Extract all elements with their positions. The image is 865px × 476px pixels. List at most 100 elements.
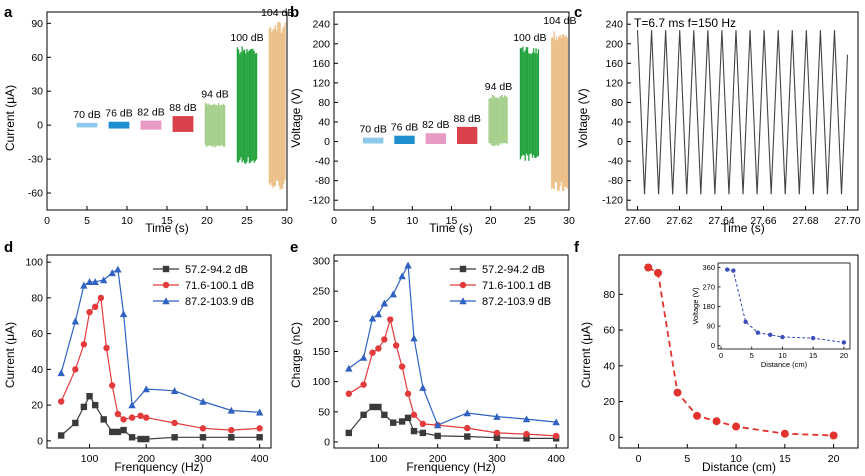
panel-e-data-point: [404, 414, 412, 422]
panel-f-data-point: [829, 431, 838, 440]
panel-a-ytick-label: -30: [28, 154, 43, 166]
panel-d-data-point: [92, 401, 99, 409]
panel-f-xtick-label: 15: [779, 453, 791, 465]
panel-d-data-point: [109, 428, 116, 436]
panel-b-burst: [519, 46, 540, 161]
panel-d-data-point: [170, 387, 179, 395]
panel-d-data-point: [72, 366, 79, 373]
panel-c-xtick-label: 27.66: [750, 215, 776, 227]
panel-b-xtick-label: 25: [524, 215, 536, 227]
panel-d-ytick-label: 40: [31, 364, 43, 376]
panel-f-ytick-label: 60: [603, 325, 615, 337]
panel-b-ytick-label: 160: [312, 58, 330, 70]
panel-f-xtick-label: 20: [828, 453, 840, 465]
panel-d-data-point: [80, 281, 88, 289]
panel-d-legend-marker: [162, 297, 170, 305]
panel-d-data-point: [114, 428, 122, 436]
panel-d-data-point: [71, 317, 80, 325]
panel-e-ytick-label: 50: [318, 406, 330, 418]
panel-b-ytick-label: 240: [312, 19, 330, 31]
panel-b-burst-label: 82 dB: [422, 119, 449, 131]
panel-b-burst-label: 70 dB: [359, 124, 386, 136]
panel-a-burst: [172, 116, 194, 132]
panel-b-burst-label: 88 dB: [453, 113, 480, 125]
panel-a-ylabel: Current (μA): [3, 85, 17, 151]
panel-a-xtick-label: 0: [44, 215, 50, 227]
panel-e-xtick-label: 300: [488, 453, 506, 465]
inset-data-point: [755, 330, 761, 335]
panel-d-data-point: [128, 401, 136, 409]
panel-d-data-point: [120, 416, 127, 423]
panel-e-data-point: [381, 411, 388, 419]
inset-xtick-label: 10: [778, 351, 786, 360]
panel-e-ytick-label: 100: [312, 376, 330, 388]
panel-f-data-point: [673, 388, 682, 397]
panel-b-ytick-label: -120: [309, 195, 330, 207]
panel-b-ytick-label: -80: [315, 175, 330, 187]
panel-d-frame: [46, 254, 272, 449]
panel-e-data-point: [360, 381, 367, 388]
panel-a-xtick-label: 5: [84, 215, 90, 227]
panel-e-data-point: [464, 424, 471, 432]
panel-c-xtick-label: 27.68: [792, 215, 818, 227]
inset-data-point: [810, 335, 816, 341]
panel-a-burst: [204, 102, 226, 148]
panel-d-data-point: [137, 412, 144, 420]
inset-ytick-label: 270: [702, 282, 715, 291]
panel-d-ytick-label: 100: [25, 257, 43, 269]
panel-a-ytick-label: 90: [31, 18, 43, 30]
panel-d-legend-label: 57.2-94.2 dB: [185, 264, 248, 276]
panel-d-data-point: [85, 278, 94, 286]
panel-e-legend-marker: [459, 281, 467, 289]
panel-d-data-point: [228, 434, 235, 441]
inset-xtick-label: 0: [719, 351, 723, 360]
panel-d-legend-marker: [162, 265, 170, 273]
panel-a-burst-label: 76 dB: [105, 108, 132, 120]
panel-d-data-point: [143, 435, 150, 443]
panel-e-data-point: [522, 415, 531, 423]
panel-f-data-point: [644, 263, 653, 272]
panel-d-xtick-label: 400: [251, 453, 269, 465]
panel-d-data-point: [199, 434, 207, 441]
panel-b-xlabel: Time (s): [429, 221, 473, 235]
panel-a-burst-label: 100 dB: [230, 32, 263, 44]
panel-f-data-point: [712, 417, 721, 426]
panel-a-burst-label: 82 dB: [137, 107, 164, 119]
panel-b-ytick-label: -40: [315, 156, 330, 168]
panel-e-data-point: [369, 403, 376, 411]
panel-f-ylabel: Current (μA): [579, 322, 593, 388]
panel-b-burst-label: 94 dB: [485, 81, 512, 93]
panel-e-label: e: [290, 239, 298, 256]
panel-e-data-point: [389, 290, 397, 298]
panel-c-label: c: [574, 4, 582, 21]
inset-ytick-label: 90: [707, 322, 715, 331]
panel-c-frame: [626, 11, 859, 211]
panel-e-data-point: [398, 272, 406, 280]
panel-b-ytick-label: 0: [324, 136, 330, 148]
panel-b-xtick-label: 0: [331, 215, 337, 227]
panel-d-ylabel: Current (μA): [3, 322, 17, 388]
panel-d-data-point: [57, 398, 65, 405]
panel-b-xtick-label: 10: [406, 215, 418, 227]
inset-data-point: [743, 319, 748, 324]
panel-c-ytick-label: -40: [608, 156, 623, 168]
panel-a-ytick-label: 30: [31, 86, 43, 98]
panel-d-legend-marker: [162, 281, 170, 289]
panel-c-annotation: T=6.7 ms f=150 Hz: [634, 16, 736, 30]
panel-e-data-point: [419, 420, 427, 428]
panel-e-data-point: [393, 342, 400, 349]
panel-e-legend-label: 57.2-94.2 dB: [482, 264, 545, 276]
panel-a-ytick-label: 60: [31, 52, 43, 64]
panel-d-data-point: [137, 435, 144, 443]
panel-b-xtick-label: 5: [370, 215, 376, 227]
panel-d-ytick-label: 20: [31, 400, 43, 412]
panel-b-ytick-label: 120: [312, 77, 330, 89]
panel-e-series-line: [348, 317, 557, 437]
panel-b-ylabel: Voltage (V): [289, 88, 303, 147]
panel-e-data-point: [381, 336, 388, 343]
panel-c-ytick-label: 0: [617, 136, 623, 148]
panel-d-data-point: [57, 369, 65, 377]
panel-c-ytick-label: -120: [602, 195, 623, 207]
inset-ytick-label: 360: [702, 263, 715, 272]
panel-a-burst: [268, 21, 286, 190]
